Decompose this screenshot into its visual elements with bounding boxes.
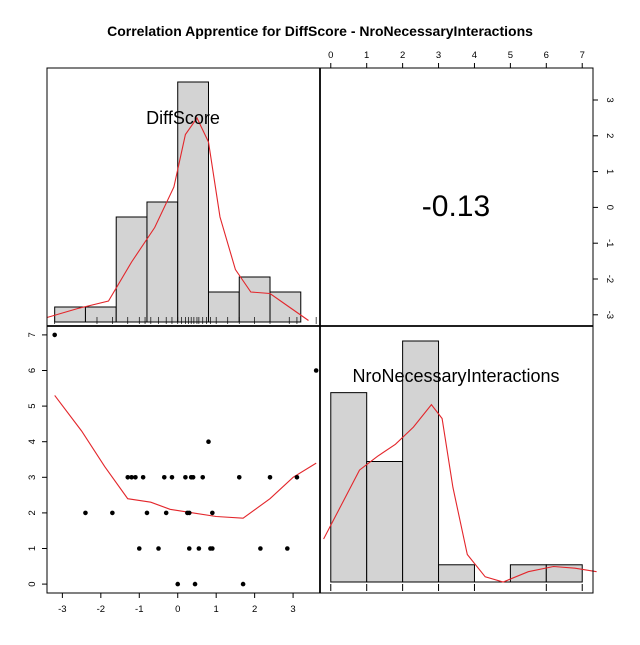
- chart-title: Correlation Apprentice for DiffScore - N…: [107, 23, 533, 39]
- scatter-point-18: [144, 510, 150, 516]
- diffscore-bar-2: [115, 216, 148, 323]
- scatter-point-29: [258, 546, 263, 551]
- scatter-point-2: [206, 439, 211, 445]
- interactions-bar-3: [438, 564, 475, 583]
- scatter-point-24: [156, 546, 161, 551]
- scatter-point-12: [200, 475, 206, 480]
- scatter-point-30: [285, 546, 290, 551]
- right-tick-label-0: -3: [604, 311, 615, 319]
- scatter-point-14: [267, 475, 273, 480]
- bottom-tick-label-3: 0: [175, 604, 180, 615]
- scatter-point-23: [136, 546, 142, 551]
- scatter-smooth-line: [54, 395, 317, 519]
- scatter-point-19: [163, 510, 169, 516]
- scatter-point-4: [129, 475, 134, 480]
- scatter-point-13: [236, 475, 242, 480]
- scatter-point-28: [210, 546, 215, 551]
- interactions-bar-0: [330, 392, 368, 583]
- scatter-point-11: [190, 475, 196, 480]
- scatter-point-17: [110, 510, 115, 516]
- right-tick-label-5: 2: [604, 133, 615, 138]
- diffscore-label: DiffScore: [146, 108, 220, 128]
- right-tick-label-4: 1: [604, 169, 615, 174]
- scatter-point-9: [183, 475, 188, 480]
- interactions-density-line: [323, 403, 597, 583]
- bottom-tick-label-4: 1: [214, 604, 219, 615]
- left-tick-label-0: 0: [27, 581, 38, 586]
- scatter-point-8: [169, 475, 175, 480]
- panel-frame-2: [46, 325, 321, 594]
- scatter-point-26: [196, 546, 202, 551]
- diffscore-bar-5: [207, 291, 240, 323]
- bottom-tick-label-2: -1: [135, 604, 143, 615]
- bottom-tick-label-6: 3: [290, 604, 295, 615]
- interactions-bar-5: [509, 564, 547, 583]
- left-tick-label-3: 3: [27, 475, 38, 480]
- left-tick-label-4: 4: [27, 439, 38, 444]
- scatter-point-16: [83, 510, 88, 516]
- top-tick-label-0: 0: [328, 50, 333, 61]
- interactions-bar-1: [366, 461, 404, 583]
- scatter-point-3: [125, 475, 131, 480]
- interactions-label: NroNecessaryInteractions: [352, 366, 559, 386]
- left-tick-label-1: 1: [27, 546, 38, 551]
- right-tick-label-3: 0: [604, 205, 615, 210]
- left-tick-label-6: 6: [27, 368, 38, 373]
- right-tick-label-6: 3: [604, 97, 615, 102]
- left-tick-label-2: 2: [27, 510, 38, 515]
- interactions-bar-2: [402, 340, 440, 583]
- scatter-point-5: [133, 475, 138, 480]
- scatter-point-22: [210, 510, 215, 516]
- diffscore-bar-4: [177, 81, 209, 323]
- left-tick-label-7: 7: [27, 332, 38, 337]
- diffscore-density-line: [46, 116, 309, 321]
- top-tick-label-1: 1: [364, 50, 369, 61]
- top-tick-label-6: 6: [544, 50, 549, 61]
- top-tick-label-3: 3: [436, 50, 441, 61]
- bottom-tick-label-5: 2: [252, 604, 257, 615]
- diffscore-bar-1: [84, 306, 117, 323]
- bottom-tick-label-0: -3: [58, 604, 66, 615]
- scatter-point-25: [186, 546, 192, 551]
- scatter-point-7: [161, 475, 167, 480]
- scatter-point-6: [140, 475, 146, 480]
- scatter-point-15: [294, 475, 300, 480]
- top-tick-label-7: 7: [580, 50, 585, 61]
- right-tick-label-2: -1: [604, 239, 615, 247]
- left-tick-label-5: 5: [27, 403, 38, 408]
- top-tick-label-5: 5: [508, 50, 513, 61]
- right-tick-label-1: -2: [604, 275, 615, 283]
- diffscore-bar-3: [146, 201, 179, 323]
- scatter-point-1: [313, 368, 319, 373]
- diffscore-bar-6: [238, 276, 271, 323]
- correlation-value: -0.13: [422, 190, 490, 223]
- bottom-tick-label-1: -2: [97, 604, 105, 615]
- scatter-point-0: [52, 332, 57, 338]
- scatter-point-33: [240, 581, 246, 587]
- scatter-point-31: [175, 581, 181, 587]
- top-tick-label-2: 2: [400, 50, 405, 61]
- diffscore-bar-0: [54, 306, 86, 323]
- scatter-point-32: [192, 581, 198, 587]
- top-tick-label-4: 4: [472, 50, 477, 61]
- scatter-point-21: [186, 510, 192, 516]
